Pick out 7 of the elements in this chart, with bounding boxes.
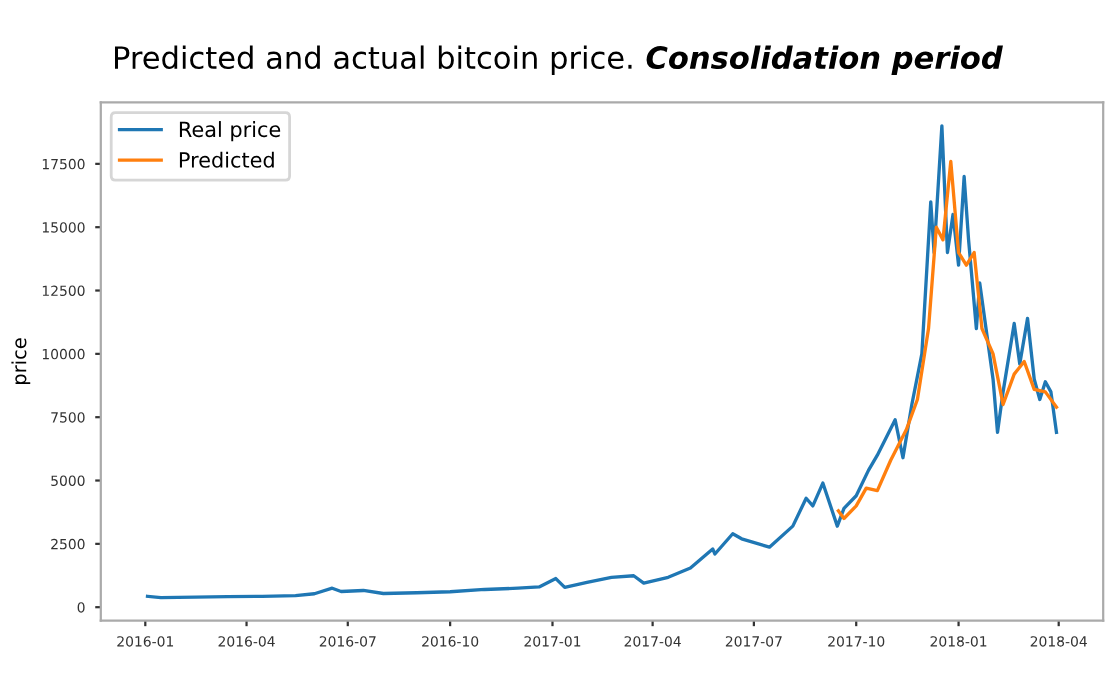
line-series [836,159,1059,521]
chart-subtitle: Consolidation period [646,45,1003,76]
line-series [145,124,1059,600]
chart-title: Predicted and actual bitcoin price. [115,45,632,76]
legend-label: Real price [179,121,281,142]
legend-label: Predicted [179,151,274,168]
y-axis-title: price [11,338,31,384]
